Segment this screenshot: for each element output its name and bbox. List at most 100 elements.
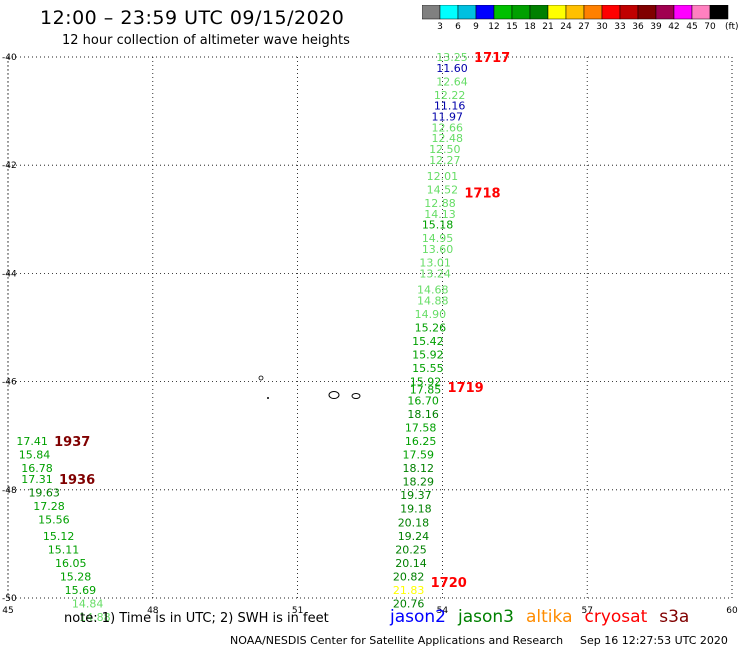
lat-tick-label: -48	[2, 486, 17, 496]
legend-label: 9	[473, 22, 479, 32]
wave-height-value: 20.25	[395, 543, 427, 556]
lat-tick-label: -50	[2, 594, 17, 604]
wave-height-value: 16.25	[405, 435, 437, 448]
pass-time-label: 1937	[54, 435, 90, 450]
footer-note: note: 1) Time is in UTC; 2) SWH is in fe…	[64, 611, 329, 626]
wave-height-value: 19.18	[400, 503, 432, 516]
wave-height-value: 15.12	[43, 530, 75, 543]
wave-height-value: 14.13	[424, 208, 456, 221]
wave-height-value: 15.26	[415, 322, 447, 335]
legend-label: 3	[437, 22, 443, 32]
wave-height-value: 15.92	[412, 349, 444, 362]
credit-line: NOAA/NESDIS Center for Satellite Applica…	[230, 634, 564, 647]
wave-height-value: 12.48	[431, 132, 463, 145]
island-shape	[267, 397, 269, 399]
wave-height-value: 11.16	[434, 100, 466, 113]
lon-tick-label: 51	[292, 606, 303, 616]
legend-label: 39	[650, 22, 662, 32]
legend-label: 36	[632, 22, 644, 32]
legend-swatch	[529, 5, 549, 20]
wave-height-value: 16.70	[407, 395, 439, 408]
generated-timestamp: Sep 16 12:27:53 UTC 2020	[580, 634, 728, 647]
lat-tick-label: -46	[2, 378, 17, 388]
wave-height-value: 13.60	[422, 243, 454, 256]
page-title: 12:00 – 23:59 UTC 09/15/2020	[40, 7, 345, 29]
legend-swatch	[565, 5, 585, 20]
pass-time-label: 1718	[464, 186, 500, 201]
legend-label: 45	[686, 22, 698, 32]
legend-swatch	[673, 5, 693, 20]
legend-swatch	[619, 5, 639, 20]
wave-height-value: 14.95	[422, 232, 454, 245]
legend-label: 70	[704, 22, 716, 32]
wave-height-value: 15.11	[48, 543, 80, 556]
legend-swatch	[457, 5, 477, 20]
wave-height-value: 12.27	[429, 154, 461, 167]
wave-height-value: 12.01	[427, 170, 459, 183]
legend-swatch	[493, 5, 513, 20]
lon-tick-label: 45	[2, 606, 13, 616]
lon-tick-label: 57	[581, 606, 592, 616]
wave-height-value: 15.69	[65, 584, 97, 597]
legend-label: 12	[488, 22, 500, 32]
wave-height-value: 13.01	[419, 257, 451, 270]
lon-tick-label: 54	[437, 606, 449, 616]
legend-swatch	[655, 5, 675, 20]
legend-swatch	[583, 5, 603, 20]
legend-label: 15	[506, 22, 518, 32]
legend-label: 21	[542, 22, 554, 32]
wave-height-value: 20.82	[393, 570, 425, 583]
satellite-jason2: jason2	[390, 607, 446, 627]
legend-swatch	[601, 5, 621, 20]
wave-height-value: 16.78	[21, 462, 53, 475]
satellite-key: jason2 jason3 altika cryosat s3a	[390, 607, 701, 627]
wave-height-value: 20.76	[393, 597, 425, 610]
page-subtitle: 12 hour collection of altimeter wave hei…	[62, 33, 350, 48]
wave-height-value: 15.84	[19, 449, 51, 462]
wave-height-value: 17.28	[33, 500, 65, 513]
wave-height-value: 17.85	[410, 384, 442, 397]
legend-label: 24	[560, 22, 572, 32]
wave-height-value: 18.29	[403, 476, 435, 489]
wave-height-value: 19.37	[400, 489, 432, 502]
legend-label: 42	[668, 22, 680, 32]
lat-tick-label: -42	[2, 161, 17, 171]
wave-height-value: 12.66	[431, 121, 463, 134]
wave-height-value: 17.31	[21, 473, 53, 486]
legend-swatch	[422, 5, 441, 20]
legend-swatch	[475, 5, 495, 20]
wave-height-value: 14.52	[427, 184, 459, 197]
wave-height-value: 11.60	[436, 62, 468, 75]
wave-height-value: 15.28	[60, 570, 92, 583]
wave-height-value: 15.18	[422, 219, 454, 232]
wave-height-value: 13.24	[419, 267, 451, 280]
legend-swatch	[691, 5, 711, 20]
wave-height-value: 15.42	[412, 335, 444, 348]
wave-height-value: 12.22	[434, 89, 466, 102]
legend-label: 18	[524, 22, 536, 32]
wave-height-value: 17.59	[403, 449, 435, 462]
wave-height-value: 21.83	[393, 584, 425, 597]
wave-height-value: 12.64	[436, 75, 468, 88]
island-shape	[351, 393, 361, 399]
wave-height-value: 12.88	[424, 197, 456, 210]
plot-frame	[7, 56, 733, 599]
wave-height-value: 20.14	[395, 557, 427, 570]
lon-tick-label: 48	[147, 606, 159, 616]
wave-height-value: 19.24	[398, 530, 430, 543]
pass-time-label: 1717	[474, 51, 510, 66]
satellite-s3a: s3a	[659, 607, 690, 627]
wave-height-value: 18.12	[403, 462, 435, 475]
wave-height-value: 11.97	[431, 111, 463, 124]
legend-label: 6	[455, 22, 461, 32]
island-shape	[328, 391, 340, 399]
legend-label: 27	[578, 22, 590, 32]
legend-swatch	[439, 5, 459, 20]
pass-time-label: 1936	[59, 473, 95, 488]
wave-height-value: 15.92	[410, 376, 442, 389]
legend-swatch	[547, 5, 567, 20]
legend-swatch	[637, 5, 657, 20]
satellite-cryosat: cryosat	[584, 607, 648, 627]
wave-height-value: 17.41	[16, 435, 48, 448]
